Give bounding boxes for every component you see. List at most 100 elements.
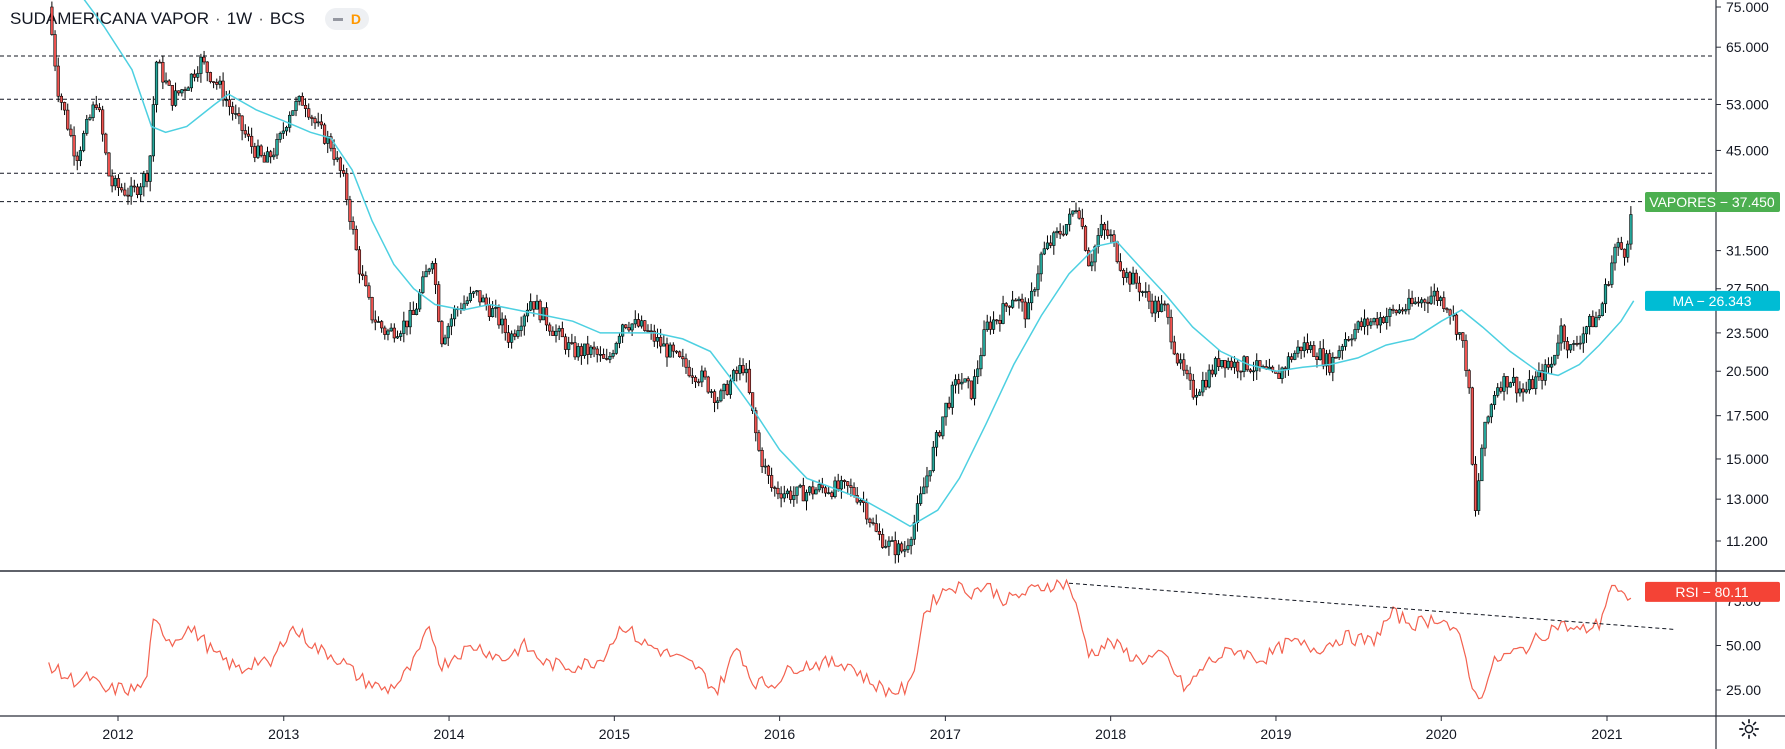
- candle-down: [262, 155, 266, 163]
- candle-down: [329, 136, 333, 149]
- candle-up: [906, 545, 910, 550]
- candle-down: [1204, 379, 1208, 388]
- candle-down: [697, 381, 701, 384]
- candle-down: [1188, 373, 1192, 381]
- candle-up: [449, 318, 453, 327]
- candle-down: [62, 102, 67, 111]
- candle-down: [823, 487, 828, 494]
- price-axis-tick-label: 45.000: [1726, 142, 1769, 158]
- price-axis-tick-label: 31.500: [1726, 243, 1769, 259]
- candle-down: [1115, 241, 1119, 263]
- delayed-badge: D: [350, 11, 361, 27]
- candle-up: [1309, 345, 1313, 350]
- candle-down: [1258, 360, 1262, 368]
- candle-down: [513, 333, 517, 337]
- candle-down: [1499, 387, 1503, 392]
- candle-up: [1220, 360, 1224, 368]
- candle-up: [85, 118, 89, 134]
- candle-down: [484, 297, 488, 306]
- time-axis-tick-label: 2012: [102, 726, 133, 742]
- candle-down: [361, 273, 365, 276]
- candle-up: [218, 80, 222, 85]
- candle-up: [1559, 325, 1563, 344]
- candle-up: [278, 133, 282, 140]
- candle-up: [1413, 301, 1417, 304]
- candle-down: [1410, 297, 1414, 304]
- candle-up: [1369, 321, 1373, 326]
- candle-down: [1137, 282, 1142, 293]
- candle-up: [1337, 350, 1341, 358]
- candle-down: [392, 327, 396, 339]
- candle-up: [1232, 361, 1237, 368]
- candle-up: [139, 186, 143, 195]
- candle-down: [1464, 340, 1468, 371]
- candle-down: [75, 155, 79, 161]
- candle-down: [433, 263, 438, 285]
- candle-up: [1629, 214, 1633, 245]
- candle-up: [1125, 272, 1129, 278]
- candle-down: [380, 321, 384, 329]
- candle-up: [164, 80, 168, 83]
- candle-down: [1347, 339, 1351, 341]
- candle-down: [1359, 321, 1363, 327]
- candle-down: [1530, 379, 1535, 389]
- candle-up: [919, 493, 923, 504]
- candle-up: [1153, 300, 1157, 314]
- candle-down: [259, 145, 263, 156]
- interval-label[interactable]: 1W: [226, 9, 253, 28]
- candle-down: [678, 351, 682, 357]
- candle-up: [576, 346, 580, 358]
- candle-down: [1166, 304, 1170, 318]
- price-axis-tick-label: 65.000: [1726, 39, 1769, 55]
- candle-down: [627, 327, 631, 331]
- candle-down: [104, 133, 108, 154]
- candle-up: [1030, 290, 1034, 304]
- candle-up: [1486, 416, 1490, 423]
- candle-down: [1007, 305, 1012, 308]
- candle-down: [1077, 210, 1081, 219]
- candle-up: [716, 400, 720, 403]
- candle-down: [373, 319, 377, 323]
- candle-up: [1109, 234, 1113, 237]
- candle-up: [640, 320, 644, 327]
- candle-up: [1350, 338, 1354, 341]
- candle-down: [1083, 226, 1088, 251]
- candle-down: [1248, 369, 1252, 372]
- candle-down: [50, 6, 54, 35]
- candle-up: [589, 346, 593, 355]
- candle-up: [522, 315, 526, 327]
- candle-up: [1597, 315, 1601, 318]
- candle-up: [1017, 298, 1021, 301]
- candle-down: [855, 495, 859, 503]
- candle-up: [896, 543, 901, 556]
- candle-up: [173, 90, 178, 106]
- candle-up: [1026, 302, 1031, 320]
- candle-down: [101, 109, 105, 135]
- candle-up: [335, 157, 339, 160]
- candle-down: [1150, 300, 1154, 314]
- candle-up: [928, 470, 932, 477]
- candle-down: [563, 336, 568, 350]
- candle-down: [1391, 308, 1395, 311]
- candle-up: [814, 489, 818, 495]
- candle-up: [541, 307, 545, 321]
- settings-gear-icon[interactable]: [1738, 718, 1760, 740]
- candle-up: [944, 402, 948, 418]
- candle-down: [132, 185, 136, 188]
- candle-up: [1201, 379, 1205, 393]
- symbol-legend[interactable]: SUDAMERICANA VAPOR · 1W · BCS D: [10, 8, 369, 30]
- candle-down: [693, 377, 698, 383]
- candle-up: [1378, 317, 1382, 326]
- candle-up: [1613, 246, 1617, 264]
- candle-down: [1290, 356, 1294, 360]
- candle-down: [208, 72, 213, 82]
- candle-down: [874, 523, 878, 532]
- candle-down: [1191, 379, 1195, 398]
- candle-down: [779, 493, 783, 499]
- price-labels-layer: VAPORES − 37.450 MA − 26.343 RSI − 80.11: [1645, 192, 1780, 602]
- market-status-pill[interactable]: D: [324, 8, 369, 30]
- candle-down: [665, 343, 669, 358]
- candle-down: [1575, 343, 1579, 345]
- candle-down: [1562, 325, 1566, 342]
